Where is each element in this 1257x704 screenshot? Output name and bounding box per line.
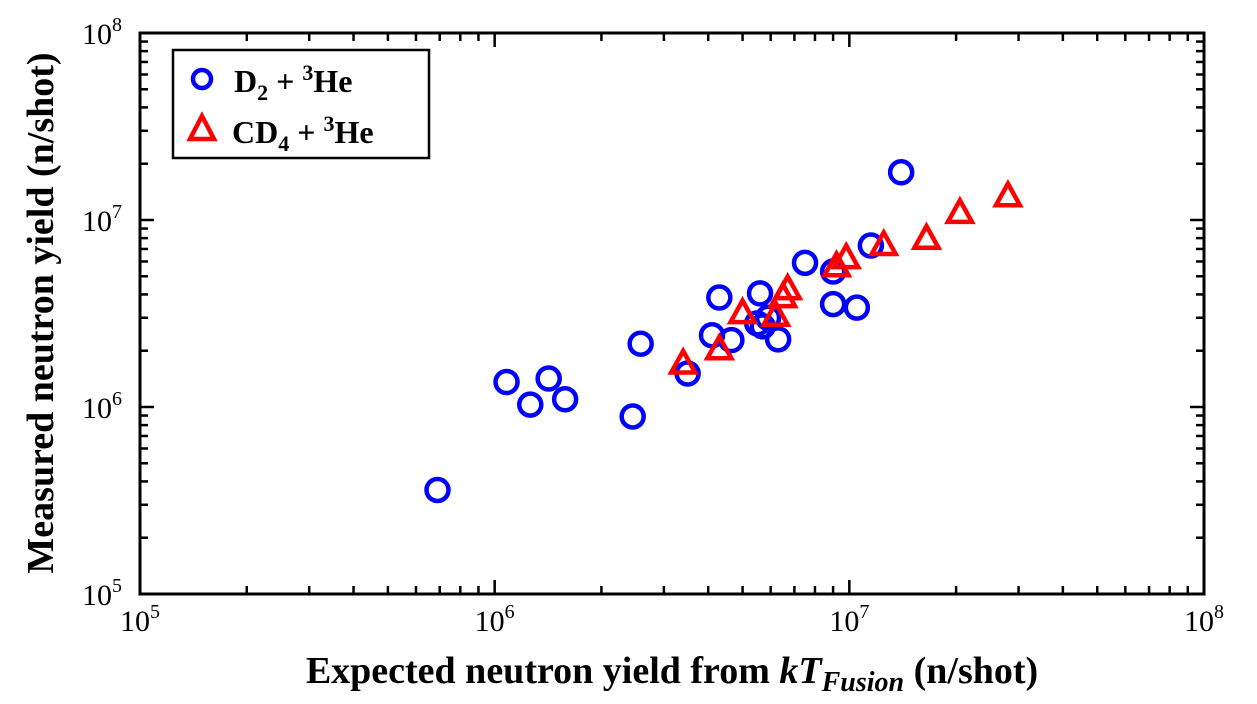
d2-he3-point (819, 290, 847, 318)
axis-ticks (140, 33, 1204, 594)
x-axis-title-prefix: Expected neutron yield from (306, 650, 780, 692)
cd4-he3-point (703, 332, 736, 361)
x-axis-title: Expected neutron yield from kTFusion (n/… (306, 650, 1038, 698)
d2-he3-point (551, 386, 579, 413)
cd4-he3-point (820, 249, 853, 278)
d2-he3-point (764, 326, 792, 353)
d2-he3-point (791, 249, 819, 277)
legend-label-cd4-he3: CD4 + 3He (232, 111, 374, 156)
x-tick-label: 106 (475, 601, 515, 638)
legend-circle-marker (190, 67, 214, 91)
x-tick-label: 107 (829, 601, 869, 638)
cd4-he3-point (944, 195, 976, 225)
d2-he3-point (424, 476, 451, 504)
cd4-he3-point (759, 298, 792, 327)
legend-label-d2-he3: D2 + 3He (234, 60, 352, 105)
y-tick-label: 105 (82, 575, 122, 612)
cd4-he3-point (830, 240, 863, 270)
cd4-he3-point (771, 271, 804, 301)
tick-labels: 105 106 107 108 105 106 107 108 (82, 14, 1224, 638)
d2-he3-point (887, 159, 915, 186)
plot-frame (138, 31, 1206, 596)
y-tick-label: 108 (82, 14, 122, 51)
x-tick-label: 105 (120, 601, 160, 638)
d2-he3-point (619, 403, 646, 430)
y-axis-title: Measured neutron yield (n/shot) (20, 52, 62, 573)
d2-he3-point (857, 232, 885, 259)
cd4-he3-point (667, 346, 699, 375)
legend-triangle-marker (186, 111, 218, 142)
cd4-he3-point (726, 295, 759, 325)
legend: D2 + 3He CD4 + 3He (171, 48, 431, 160)
cd4-he3-point (867, 227, 900, 257)
d2-he3-point (706, 284, 733, 311)
data-points (424, 159, 1024, 504)
d2-he3-point (517, 391, 544, 418)
d2-he3-point (535, 365, 562, 392)
y-tick-label: 107 (82, 201, 122, 238)
d2-he3-point (493, 368, 520, 396)
y-tick-label: 106 (82, 388, 122, 425)
x-axis-title-kt: kT (779, 650, 823, 692)
x-tick-label: 108 (1184, 601, 1224, 638)
x-axis-title-fusion-sub: Fusion (821, 667, 905, 698)
x-axis-title-suffix: (n/shot) (904, 650, 1038, 692)
cd4-he3-point (992, 178, 1024, 208)
cd4-he3-point (910, 221, 943, 250)
d2-he3-point (843, 294, 871, 321)
d2-he3-point (627, 330, 654, 357)
d2-he3-point (746, 280, 774, 307)
